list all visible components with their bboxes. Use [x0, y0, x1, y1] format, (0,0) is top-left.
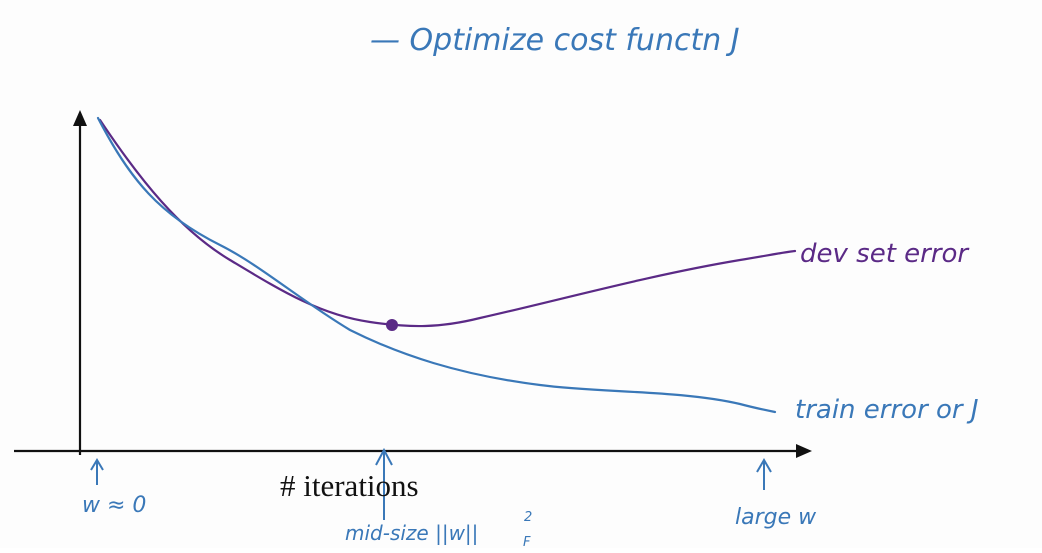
- mid-annotation-superscript: 2: [524, 510, 532, 525]
- start-arrow-icon: [90, 458, 104, 485]
- diagram-title: — Optimize cost functn J: [370, 23, 740, 58]
- dev-set-error-label: dev set error: [800, 239, 970, 269]
- train-error-label: train error or J: [795, 395, 979, 425]
- mid-arrow-icon: [375, 447, 393, 520]
- optimal-point-marker: [386, 319, 398, 331]
- train-error-curve: [96, 116, 777, 414]
- mid-annotation: mid-size ||w||: [345, 521, 478, 545]
- dev-set-error-curve: [98, 118, 797, 328]
- x-axis-label: # iterations: [280, 468, 419, 503]
- end-arrow-icon: [756, 458, 772, 490]
- end-annotation: large w: [735, 505, 817, 530]
- x-axis-arrowhead-icon: [796, 444, 812, 458]
- start-annotation: w ≈ 0: [82, 493, 146, 518]
- y-axis-arrowhead-icon: [73, 110, 87, 126]
- mid-annotation-subscript: F: [523, 535, 531, 548]
